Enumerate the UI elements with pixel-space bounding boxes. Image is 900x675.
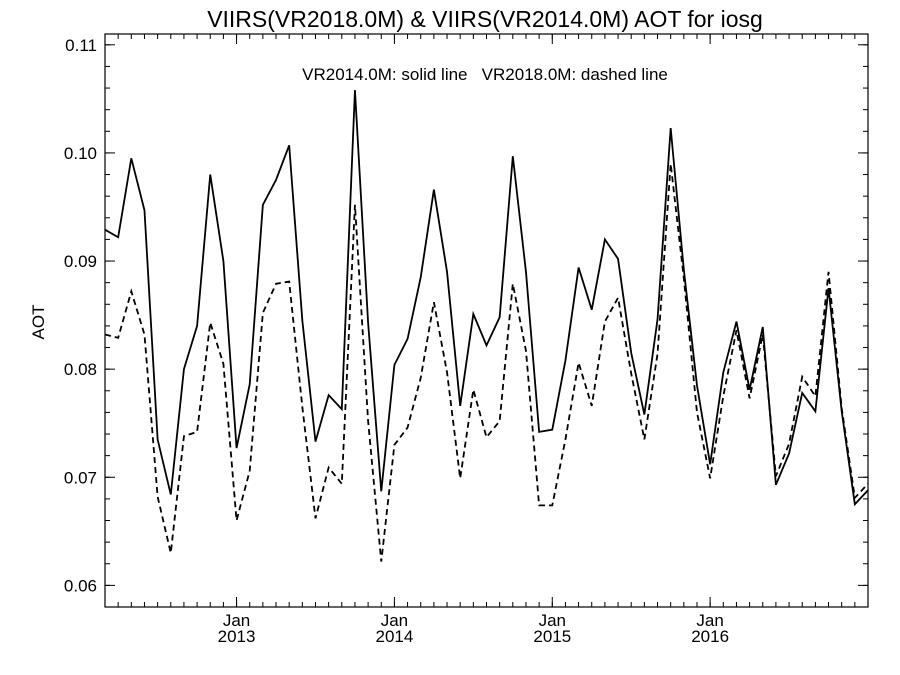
- y-tick-label: 0.08: [64, 360, 97, 379]
- y-tick-label: 0.10: [64, 144, 97, 163]
- y-tick-label: 0.11: [65, 36, 97, 55]
- y-tick-labels: 0.06 0.07 0.08 0.09 0.10 0.11: [64, 36, 97, 596]
- x-tick-year-label: 2016: [691, 627, 729, 646]
- line-style-legend-note: VR2014.0M: solid line VR2018.0M: dashed …: [302, 65, 668, 84]
- y-tick-label: 0.07: [64, 468, 97, 487]
- y-tick-label: 0.06: [64, 576, 97, 595]
- plot-frame: [104, 33, 869, 608]
- y-axis-label: AOT: [29, 305, 48, 340]
- x-tick-month-label: Jan: [696, 611, 723, 630]
- series-line-vr2018-0m: [104, 163, 869, 562]
- y-tick-label: 0.09: [64, 252, 97, 271]
- x-tick-year-label: 2013: [218, 627, 256, 646]
- series-layer: [104, 90, 869, 562]
- axis-ticks: [104, 34, 869, 608]
- x-tick-year-label: 2015: [533, 627, 571, 646]
- x-tick-month-label: Jan: [223, 611, 250, 630]
- x-tick-month-label: Jan: [381, 611, 408, 630]
- series-line-vr2014-0m: [104, 90, 869, 507]
- x-tick-month-label: Jan: [539, 611, 566, 630]
- x-tick-year-label: 2014: [375, 627, 413, 646]
- chart-title: VIIRS(VR2018.0M) & VIIRS(VR2014.0M) AOT …: [207, 6, 763, 32]
